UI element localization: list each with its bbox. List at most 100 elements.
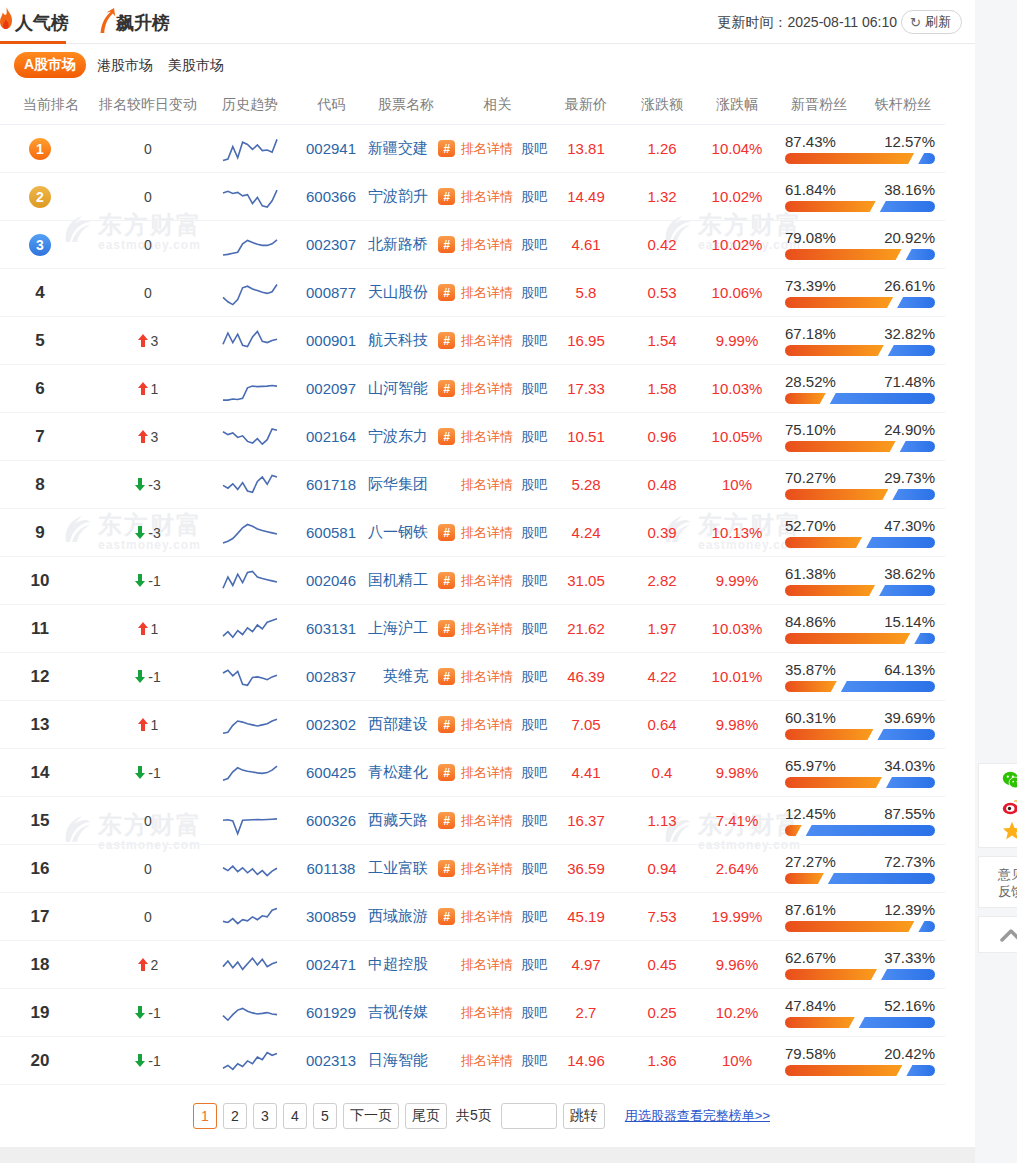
rank-detail-link[interactable]: 排名详情 [461,956,513,974]
guba-link[interactable]: 股吧 [521,140,547,158]
full-list-link[interactable]: 用选股器查看完整榜单>> [625,1107,770,1125]
stock-code[interactable]: 600326 [300,812,362,829]
stock-name[interactable]: 中超控股 [362,955,432,974]
page-button-2[interactable]: 2 [223,1103,247,1129]
guba-link[interactable]: 股吧 [521,476,547,494]
stock-code[interactable]: 002046 [300,572,362,589]
rank-detail-link[interactable]: 排名详情 [461,332,513,350]
stock-code[interactable]: 002471 [300,956,362,973]
page-button-4[interactable]: 4 [283,1103,307,1129]
guba-link[interactable]: 股吧 [521,332,547,350]
stock-name[interactable]: 国机精工 [362,571,432,590]
guba-link[interactable]: 股吧 [521,764,547,782]
tab-soaring[interactable]: 飙升榜 [116,11,170,35]
guba-link[interactable]: 股吧 [521,956,547,974]
next-page-button[interactable]: 下一页 [343,1103,399,1129]
stock-code[interactable]: 002164 [300,428,362,445]
rank-detail-link[interactable]: 排名详情 [461,380,513,398]
rank-detail-link[interactable]: 排名详情 [461,812,513,830]
stock-code[interactable]: 000877 [300,284,362,301]
wechat-icon[interactable] [1002,770,1017,790]
rank-detail-link[interactable]: 排名详情 [461,860,513,878]
guba-link[interactable]: 股吧 [521,716,547,734]
stock-name[interactable]: 日海智能 [362,1051,432,1070]
stock-name[interactable]: 西藏天路 [362,811,432,830]
rank-detail-link[interactable]: 排名详情 [461,572,513,590]
guba-link[interactable]: 股吧 [521,860,547,878]
guba-link[interactable]: 股吧 [521,188,547,206]
refresh-button[interactable]: ↻ 刷新 [901,10,962,34]
page-jump-input[interactable] [501,1103,557,1129]
rank-detail-link[interactable]: 排名详情 [461,620,513,638]
stock-name[interactable]: 新疆交建 [362,139,432,158]
stock-name[interactable]: 西部建设 [362,715,432,734]
stock-code[interactable]: 600425 [300,764,362,781]
rank-detail-link[interactable]: 排名详情 [461,1052,513,1070]
star-icon[interactable] [1002,821,1017,841]
stock-name[interactable]: 际华集团 [362,475,432,494]
weibo-icon[interactable] [1002,796,1017,816]
stock-code[interactable]: 603131 [300,620,362,637]
rank-detail-link[interactable]: 排名详情 [461,188,513,206]
rank-detail-link[interactable]: 排名详情 [461,1004,513,1022]
market-tab-hk[interactable]: 港股市场 [97,57,153,75]
rank-detail-link[interactable]: 排名详情 [461,428,513,446]
stock-name[interactable]: 吉视传媒 [362,1003,432,1022]
stock-code[interactable]: 600366 [300,188,362,205]
rank-detail-link[interactable]: 排名详情 [461,476,513,494]
stock-code[interactable]: 601718 [300,476,362,493]
guba-link[interactable]: 股吧 [521,620,547,638]
back-to-top-button[interactable] [978,916,1017,953]
market-tab-us[interactable]: 美股市场 [168,57,224,75]
stock-name[interactable]: 八一钢铁 [362,523,432,542]
stock-code[interactable]: 002097 [300,380,362,397]
guba-link[interactable]: 股吧 [521,572,547,590]
guba-link[interactable]: 股吧 [521,1004,547,1022]
stock-code[interactable]: 002837 [300,668,362,685]
stock-name[interactable]: 航天科技 [362,331,432,350]
stock-code[interactable]: 002302 [300,716,362,733]
feedback-button[interactable]: 意见反馈 [978,856,1017,908]
page-button-3[interactable]: 3 [253,1103,277,1129]
stock-code[interactable]: 000901 [300,332,362,349]
stock-name[interactable]: 宁波东力 [362,427,432,446]
last-page-button[interactable]: 尾页 [405,1103,447,1129]
stock-name[interactable]: 英维克 [362,667,432,686]
guba-link[interactable]: 股吧 [521,812,547,830]
guba-link[interactable]: 股吧 [521,1052,547,1070]
tab-popularity[interactable]: 人气榜 [15,11,69,35]
stock-code[interactable]: 601929 [300,1004,362,1021]
page-button-5[interactable]: 5 [313,1103,337,1129]
stock-code[interactable]: 002313 [300,1052,362,1069]
rank-detail-link[interactable]: 排名详情 [461,236,513,254]
rank-detail-link[interactable]: 排名详情 [461,908,513,926]
stock-name[interactable]: 青松建化 [362,763,432,782]
guba-link[interactable]: 股吧 [521,908,547,926]
rank-detail-link[interactable]: 排名详情 [461,668,513,686]
stock-code[interactable]: 300859 [300,908,362,925]
guba-link[interactable]: 股吧 [521,380,547,398]
stock-name[interactable]: 工业富联 [362,859,432,878]
rank-detail-link[interactable]: 排名详情 [461,524,513,542]
stock-code[interactable]: 600581 [300,524,362,541]
stock-name[interactable]: 北新路桥 [362,235,432,254]
jump-button[interactable]: 跳转 [563,1103,605,1129]
rank-detail-link[interactable]: 排名详情 [461,764,513,782]
market-tab-a-shares[interactable]: A股市场 [14,52,86,78]
stock-name[interactable]: 宁波韵升 [362,187,432,206]
stock-name[interactable]: 山河智能 [362,379,432,398]
guba-link[interactable]: 股吧 [521,428,547,446]
stock-name[interactable]: 天山股份 [362,283,432,302]
page-button-1[interactable]: 1 [193,1103,217,1129]
rank-detail-link[interactable]: 排名详情 [461,284,513,302]
guba-link[interactable]: 股吧 [521,668,547,686]
rank-detail-link[interactable]: 排名详情 [461,140,513,158]
rank-detail-link[interactable]: 排名详情 [461,716,513,734]
stock-name[interactable]: 西域旅游 [362,907,432,926]
guba-link[interactable]: 股吧 [521,524,547,542]
stock-code[interactable]: 601138 [300,860,362,877]
stock-code[interactable]: 002941 [300,140,362,157]
stock-name[interactable]: 上海沪工 [362,619,432,638]
guba-link[interactable]: 股吧 [521,236,547,254]
guba-link[interactable]: 股吧 [521,284,547,302]
